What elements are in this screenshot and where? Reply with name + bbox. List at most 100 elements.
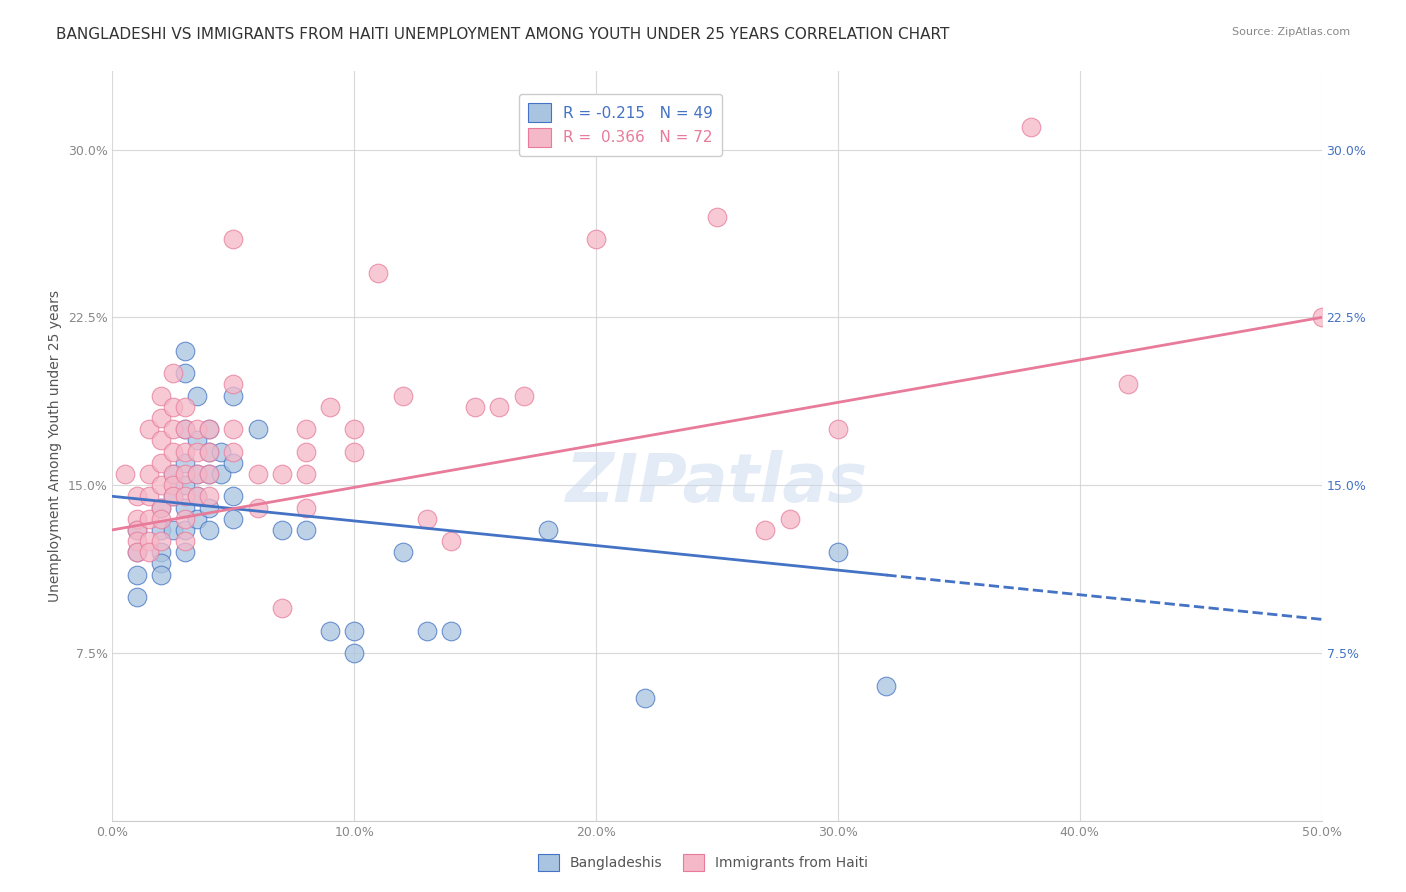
Point — [391, 389, 413, 403]
Legend: Bangladeshis, Immigrants from Haiti: Bangladeshis, Immigrants from Haiti — [533, 848, 873, 876]
Point — [295, 500, 318, 515]
Point — [198, 467, 221, 481]
Point — [174, 422, 197, 436]
Point — [174, 456, 197, 470]
Point — [162, 400, 184, 414]
Point — [440, 624, 463, 638]
Point — [367, 266, 389, 280]
Point — [186, 511, 208, 525]
Point — [186, 467, 208, 481]
Point — [138, 489, 160, 503]
Point — [174, 367, 197, 381]
Point — [222, 444, 245, 458]
Point — [149, 500, 172, 515]
Point — [875, 680, 897, 694]
Point — [174, 400, 197, 414]
Point — [162, 478, 184, 492]
Point — [222, 422, 245, 436]
Point — [198, 422, 221, 436]
Point — [827, 545, 849, 559]
Point — [162, 489, 184, 503]
Point — [149, 456, 172, 470]
Point — [174, 343, 197, 358]
Point — [488, 400, 510, 414]
Point — [186, 389, 208, 403]
Point — [440, 534, 463, 549]
Point — [186, 444, 208, 458]
Point — [186, 489, 208, 503]
Point — [174, 467, 197, 481]
Point — [125, 534, 148, 549]
Point — [138, 534, 160, 549]
Point — [1310, 310, 1333, 325]
Point — [149, 434, 172, 448]
Legend: R = -0.215   N = 49, R =  0.366   N = 72: R = -0.215 N = 49, R = 0.366 N = 72 — [519, 94, 723, 156]
Point — [149, 500, 172, 515]
Point — [149, 557, 172, 571]
Point — [149, 523, 172, 537]
Point — [222, 232, 245, 246]
Point — [174, 545, 197, 559]
Point — [198, 444, 221, 458]
Point — [174, 523, 197, 537]
Point — [1021, 120, 1043, 135]
Text: Source: ZipAtlas.com: Source: ZipAtlas.com — [1232, 27, 1350, 37]
Point — [162, 467, 184, 481]
Point — [222, 377, 245, 392]
Point — [138, 511, 160, 525]
Point — [149, 511, 172, 525]
Point — [162, 422, 184, 436]
Point — [391, 545, 413, 559]
Point — [198, 489, 221, 503]
Point — [706, 210, 728, 224]
Point — [295, 467, 318, 481]
Point — [198, 500, 221, 515]
Point — [186, 467, 208, 481]
Point — [149, 545, 172, 559]
Text: ZIPatlas: ZIPatlas — [567, 450, 868, 516]
Point — [343, 444, 366, 458]
Point — [174, 500, 197, 515]
Point — [343, 422, 366, 436]
Point — [125, 545, 148, 559]
Point — [149, 411, 172, 425]
Point — [125, 545, 148, 559]
Point — [222, 489, 245, 503]
Text: BANGLADESHI VS IMMIGRANTS FROM HAITI UNEMPLOYMENT AMONG YOUTH UNDER 25 YEARS COR: BANGLADESHI VS IMMIGRANTS FROM HAITI UNE… — [56, 27, 949, 42]
Point — [162, 444, 184, 458]
Point — [343, 646, 366, 660]
Point — [295, 422, 318, 436]
Point — [209, 444, 232, 458]
Point — [319, 624, 342, 638]
Point — [270, 467, 292, 481]
Point — [319, 400, 342, 414]
Point — [186, 434, 208, 448]
Point — [633, 690, 655, 705]
Point — [827, 422, 849, 436]
Point — [246, 467, 269, 481]
Point — [779, 511, 801, 525]
Point — [125, 523, 148, 537]
Point — [295, 523, 318, 537]
Point — [186, 422, 208, 436]
Point — [295, 444, 318, 458]
Point — [125, 567, 148, 582]
Point — [174, 511, 197, 525]
Point — [125, 590, 148, 604]
Point — [149, 567, 172, 582]
Point — [537, 523, 560, 537]
Point — [1116, 377, 1139, 392]
Point — [149, 389, 172, 403]
Point — [138, 467, 160, 481]
Point — [416, 511, 439, 525]
Point — [754, 523, 776, 537]
Point — [162, 523, 184, 537]
Point — [162, 489, 184, 503]
Point — [162, 467, 184, 481]
Point — [174, 444, 197, 458]
Point — [343, 624, 366, 638]
Point — [416, 624, 439, 638]
Point — [198, 523, 221, 537]
Point — [174, 489, 197, 503]
Point — [174, 534, 197, 549]
